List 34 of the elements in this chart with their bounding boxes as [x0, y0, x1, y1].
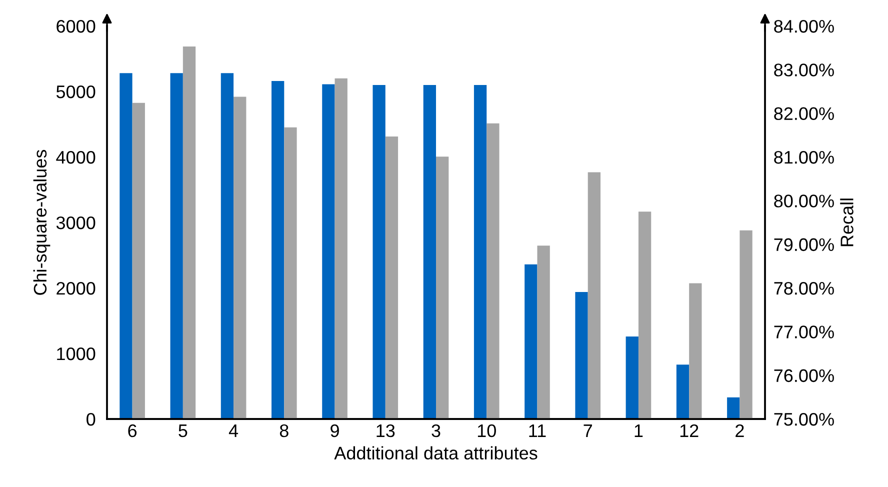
y2-tick-label: 81.00%: [774, 150, 834, 164]
x-tick-label: 4: [228, 424, 238, 437]
x-tick-label: 12: [680, 424, 698, 437]
y-tick-label: 4000: [56, 150, 96, 164]
y2-tick-label: 77.00%: [774, 326, 834, 338]
x-tick-label: 7: [584, 424, 592, 437]
y-tick-label: 2000: [56, 282, 96, 295]
y-tick-label: 3000: [56, 216, 96, 230]
x-tick-label: 10: [478, 424, 496, 438]
x-tick-label: 5: [178, 424, 188, 438]
y-tick-label: 0: [86, 412, 96, 426]
y-tick-label: 6000: [56, 20, 96, 33]
y2-tick-label: 83.00%: [774, 64, 834, 76]
x-axis-title: Addtitional data attributes: [334, 446, 538, 460]
x-tick-label: 11: [529, 424, 546, 437]
y2-tick-label: 80.00%: [774, 194, 834, 208]
x-tick-label: 9: [330, 424, 339, 438]
y2-tick-label: 84.00%: [774, 20, 834, 33]
y2-tick-label: 76.00%: [774, 369, 834, 382]
y2-tick-label: 75.00%: [774, 412, 834, 426]
x-tick-label: 3: [432, 424, 440, 438]
y-tick-label: 5000: [56, 85, 96, 98]
y-axis-title: Chi-square-values: [33, 150, 50, 295]
x-tick-label: 2: [736, 424, 744, 437]
x-tick-label: 13: [376, 424, 395, 438]
x-tick-label: 6: [128, 424, 137, 438]
x-tick-label: 1: [634, 424, 643, 437]
x-tick-label: 8: [280, 424, 288, 438]
y-tick-label: 1000: [57, 347, 96, 360]
y2-tick-label: 79.00%: [774, 238, 834, 252]
y2-axis-title: Recall: [840, 198, 854, 246]
y2-tick-label: 82.00%: [774, 107, 834, 120]
y2-tick-label: 78.00%: [774, 282, 834, 295]
bar: [727, 397, 740, 420]
